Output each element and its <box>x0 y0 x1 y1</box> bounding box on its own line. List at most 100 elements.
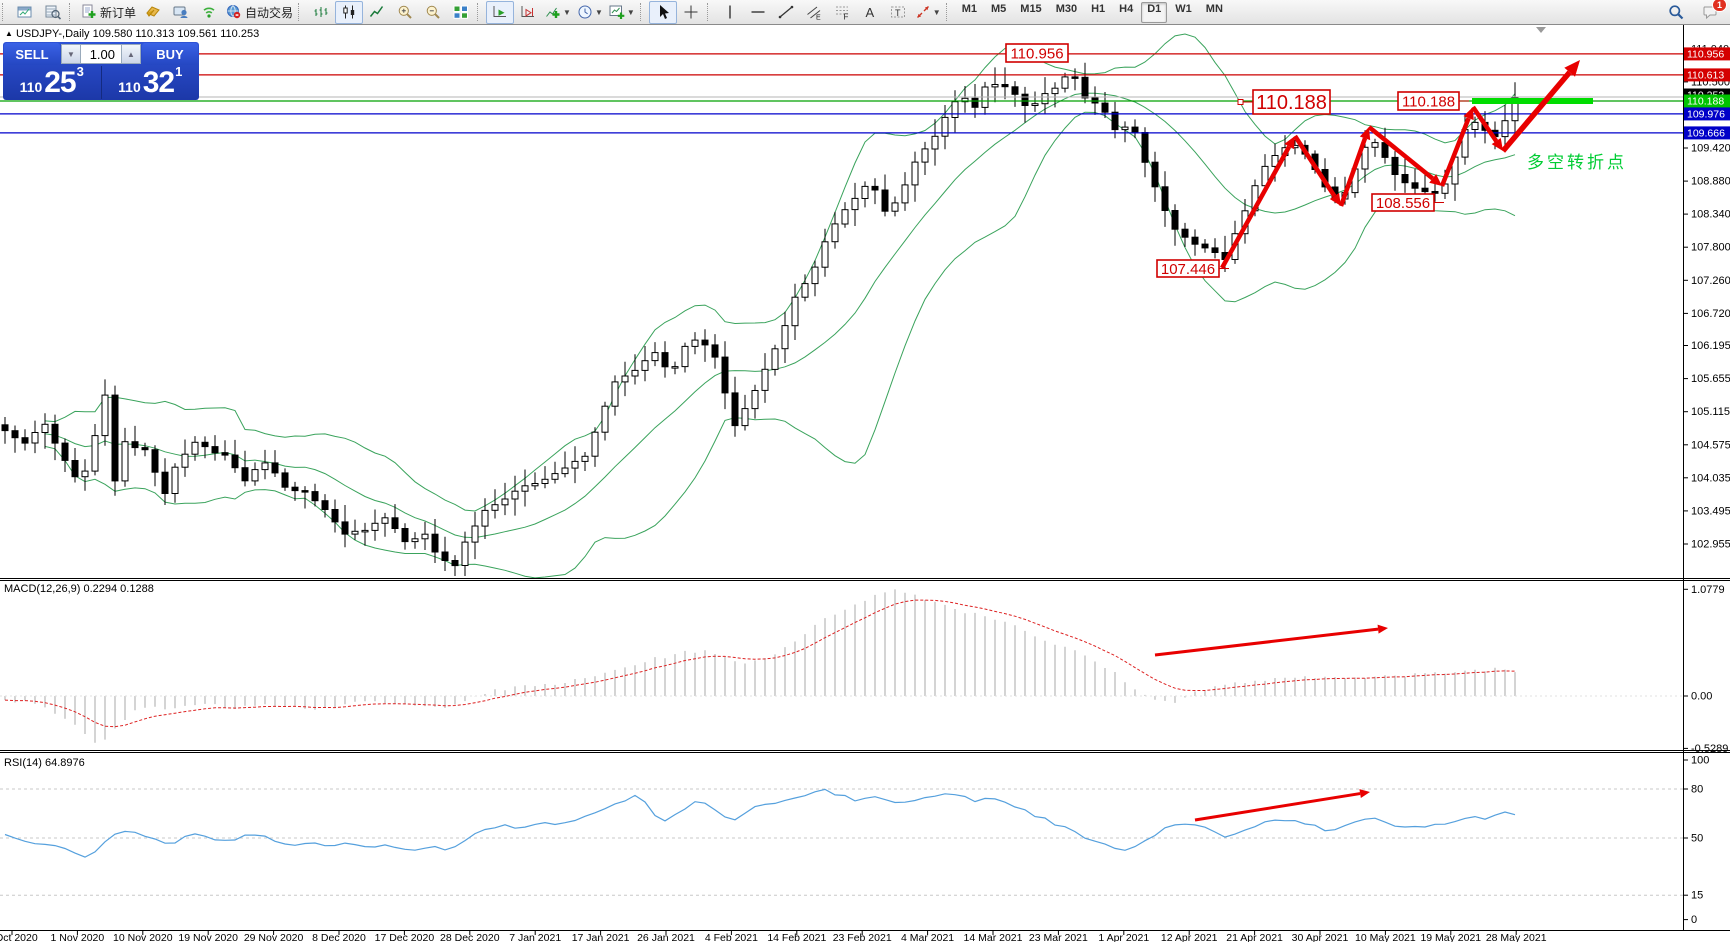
autotrade-icon <box>227 5 241 19</box>
new-order-button[interactable]: 新订单 <box>78 1 139 24</box>
line-chart-button[interactable] <box>363 1 391 24</box>
svg-text:26 Jan 2021: 26 Jan 2021 <box>637 932 695 942</box>
rsi-indicator-label: RSI(14) 64.8976 <box>4 757 85 769</box>
price-axis[interactable]: 111.040110.500109.420108.880108.340107.8… <box>1683 43 1730 926</box>
sell-button[interactable]: SELL <box>4 43 60 65</box>
vertical-line-button[interactable] <box>716 1 744 24</box>
svg-text:50: 50 <box>1691 833 1703 845</box>
rsi-line <box>4 788 1516 858</box>
sell-price[interactable]: 110 25 3 <box>3 65 102 99</box>
candles-chart-icon <box>343 5 355 19</box>
timeframe-m30-button[interactable]: M30 <box>1055 2 1078 15</box>
horizontal-line-button[interactable] <box>744 1 772 24</box>
trend-zigzag-arrows[interactable] <box>1220 60 1580 270</box>
arrows-button[interactable]: ▼ <box>912 1 944 24</box>
timeframe-m15-button[interactable]: M15 <box>1020 2 1042 15</box>
svg-text:103.495: 103.495 <box>1691 505 1730 517</box>
crosshair-button[interactable] <box>677 1 705 24</box>
timeframe-mn-button[interactable]: MN <box>1205 2 1223 15</box>
volume-input[interactable]: 1.00 <box>81 44 121 64</box>
timeframe-h4-button[interactable]: H4 <box>1119 2 1134 15</box>
text-button[interactable]: A <box>856 1 884 24</box>
cursor-icon <box>659 5 669 19</box>
svg-text:23 Mar 2021: 23 Mar 2021 <box>1029 932 1088 942</box>
signals-button[interactable] <box>195 1 223 24</box>
tile-windows-button[interactable] <box>447 1 475 24</box>
turning-point-note: 多空转折点 <box>1527 153 1627 172</box>
tile-windows-icon <box>453 5 469 19</box>
channel-button[interactable]: E <box>800 1 828 24</box>
market-watch-icon <box>45 5 61 20</box>
periods-icon <box>578 5 592 19</box>
main-toolbar: 新订单 自动交易 ▼ ▼ ▼ E F A T ▼ M1 M5 M15 M30 H1 H4 D1 W1 MN 1 <box>0 0 1730 25</box>
timeframe-m1-button[interactable]: M1 <box>961 2 977 15</box>
bars-chart-button[interactable] <box>307 1 335 24</box>
zoom-in-button[interactable] <box>391 1 419 24</box>
chart-shift-button[interactable] <box>514 1 542 24</box>
timeframe-h1-button[interactable]: H1 <box>1091 2 1106 15</box>
svg-text:14 Mar 2021: 14 Mar 2021 <box>964 932 1023 942</box>
svg-text:0: 0 <box>1691 914 1697 926</box>
symbol-marker-icon: ▲ <box>5 29 13 38</box>
rsi-panel <box>0 788 1683 896</box>
horizontal-line-icon <box>751 11 765 13</box>
svg-text:28 May 2021: 28 May 2021 <box>1486 932 1547 942</box>
indicators-button[interactable]: ▼ <box>542 1 574 24</box>
market-watch-button[interactable] <box>39 1 67 24</box>
fibonacci-button[interactable]: F <box>828 1 856 24</box>
svg-text:21 Apr 2021: 21 Apr 2021 <box>1226 932 1283 942</box>
svg-text:109.976: 109.976 <box>1687 108 1725 120</box>
text-label-button[interactable]: T <box>884 1 912 24</box>
macd-panel <box>0 589 1683 743</box>
volume-increase-button[interactable]: ▲ <box>121 44 141 64</box>
text-icon: A <box>865 5 874 20</box>
timeframe-w1-button[interactable]: W1 <box>1175 2 1192 15</box>
zoom-in-icon <box>398 5 412 19</box>
svg-text:28 Dec 2020: 28 Dec 2020 <box>440 932 500 942</box>
zoom-out-button[interactable] <box>419 1 447 24</box>
trend-line-button[interactable] <box>772 1 800 24</box>
thick-green-resistance-bar <box>1472 98 1593 104</box>
svg-text:4 Feb 2021: 4 Feb 2021 <box>705 932 758 942</box>
timeframe-d1-button[interactable]: D1 <box>1141 1 1168 23</box>
svg-text:A: A <box>865 5 874 20</box>
volume-decrease-button[interactable]: ▼ <box>61 44 81 64</box>
buy-button[interactable]: BUY <box>142 43 198 65</box>
community-button[interactable] <box>167 1 195 24</box>
svg-text:106.720: 106.720 <box>1691 308 1730 320</box>
timeframe-m5-button[interactable]: M5 <box>991 2 1007 15</box>
svg-text:2 Oct 2020: 2 Oct 2020 <box>0 932 38 942</box>
arrows-icon <box>916 6 929 18</box>
chart-window-button[interactable] <box>11 1 39 24</box>
svg-text:14 Feb 2021: 14 Feb 2021 <box>767 932 826 942</box>
market-panel-button[interactable] <box>139 1 167 24</box>
autotrade-button[interactable]: 自动交易 <box>223 1 296 24</box>
svg-text:19 Nov 2020: 19 Nov 2020 <box>178 932 238 942</box>
svg-text:E: E <box>816 15 821 21</box>
svg-text:7 Jan 2021: 7 Jan 2021 <box>509 932 561 942</box>
date-axis[interactable]: 2 Oct 2020 1 Nov 2020 10 Nov 2020 19 Nov 20… <box>0 931 1547 944</box>
line-chart-icon <box>369 6 384 17</box>
svg-text:107.800: 107.800 <box>1691 242 1730 254</box>
svg-text:108.880: 108.880 <box>1691 176 1730 188</box>
svg-text:109.666: 109.666 <box>1687 127 1725 139</box>
svg-text:T: T <box>895 8 901 18</box>
indicators-icon <box>546 7 560 18</box>
channel-icon: E <box>806 6 821 21</box>
toolbar-separator <box>477 3 482 21</box>
svg-text:107.260: 107.260 <box>1691 275 1730 287</box>
chevron-down-icon: ▼ <box>594 7 603 17</box>
notifications-button[interactable]: 1 <box>1696 0 1727 24</box>
buy-price[interactable]: 110 32 1 <box>118 64 183 99</box>
fibonacci-icon: F <box>835 6 848 20</box>
templates-button[interactable]: ▼ <box>606 1 638 24</box>
auto-scroll-button[interactable] <box>486 0 515 24</box>
cursor-button[interactable] <box>648 0 677 24</box>
annotation-price-boxes[interactable]: 110.956 110.188 110.188 108.556 107.446 多空转折点 <box>1005 43 1627 278</box>
svg-text:80: 80 <box>1691 784 1703 796</box>
zoom-out-icon <box>426 5 440 19</box>
candles-chart-button[interactable] <box>335 0 364 24</box>
periods-button[interactable]: ▼ <box>574 1 606 24</box>
search-button[interactable] <box>1662 1 1690 24</box>
